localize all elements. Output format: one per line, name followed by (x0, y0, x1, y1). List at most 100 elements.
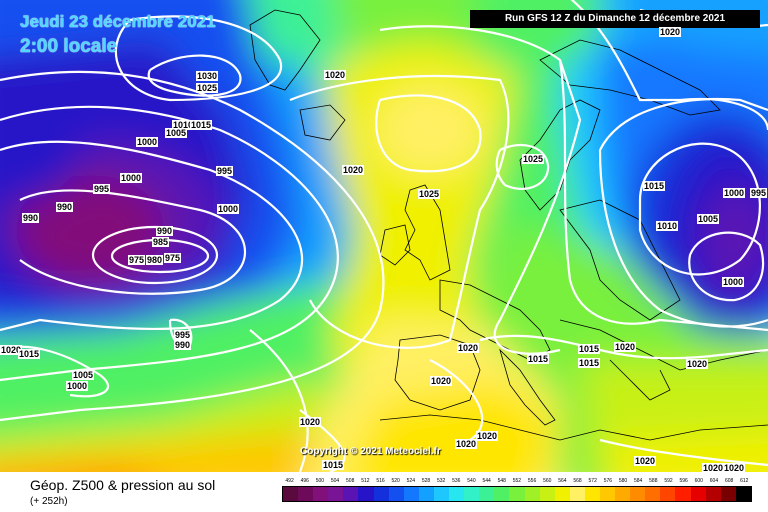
legend-swatch (599, 487, 616, 501)
legend-swatch (554, 487, 570, 501)
legend-value: 600 (694, 478, 703, 484)
isobar-label: 1015 (322, 460, 345, 470)
isobar-label: 1000 (136, 137, 159, 147)
legend-swatch (584, 487, 600, 501)
header-time: 2:00 locale (20, 36, 118, 57)
isobars (0, 0, 768, 472)
legend-value: 592 (664, 478, 673, 484)
legend-labels: 492 496 500 504 508 512 516 520 524 528 532 536 540 5… (282, 478, 752, 484)
legend-swatch (418, 487, 434, 501)
legend-value: 532 (436, 478, 446, 484)
isobar-label: 1005 (165, 128, 188, 138)
legend-value: 552 (512, 478, 522, 484)
isobar-label: 1015 (578, 358, 601, 368)
legend-swatch (690, 487, 706, 501)
legend-swatch (615, 487, 631, 501)
color-legend: 492 496 500 504 508 512 516 520 524 528 532 536 540 5… (282, 478, 752, 502)
legend-value: 612 (740, 478, 749, 484)
isobar-label: 1020 (634, 456, 657, 466)
header-date: Jeudi 23 décembre 2021 (20, 12, 216, 31)
footer-subtitle: (+ 252h) (30, 496, 68, 507)
footer-title: Géop. Z500 & pression au sol (30, 477, 216, 493)
isobar-label: 1030 (196, 71, 219, 81)
isobar-label: 995 (93, 184, 111, 194)
isobar-label: 1020 (342, 165, 365, 175)
copyright-text: Copyright © 2021 Meteociel.fr (300, 446, 441, 457)
isobar-label: 1000 (723, 188, 746, 198)
legend-value: 608 (724, 478, 734, 484)
isobar-label: 1020 (476, 431, 499, 441)
legend-value: 512 (361, 478, 370, 484)
legend-value: 588 (649, 478, 658, 484)
isobar-label: 1015 (190, 120, 213, 130)
legend-value: 492 (285, 478, 294, 484)
legend-swatch (539, 487, 555, 501)
legend-swatch (569, 487, 585, 501)
isobar-label: 1005 (697, 214, 720, 224)
weather-map: Jeudi 23 décembre 2021 2:00 locale Run G… (0, 0, 768, 472)
legend-swatch (524, 487, 540, 501)
legend-value: 576 (603, 478, 613, 484)
legend-value: 572 (588, 478, 597, 484)
isobar-label: 1000 (722, 277, 745, 287)
legend-value: 500 (315, 478, 325, 484)
legend-value: 544 (482, 478, 491, 484)
isobar-label: 1000 (120, 173, 143, 183)
isobar-label: 995 (750, 188, 768, 198)
legend-swatch (494, 487, 510, 501)
isobar-label: 1000 (217, 204, 240, 214)
legend-value: 524 (406, 478, 415, 484)
isobar-label: 1020 (0, 345, 23, 355)
isobar-label: 1020 (457, 343, 480, 353)
legend-value: 516 (376, 478, 385, 484)
legend-value: 504 (330, 478, 340, 484)
isobar-label: 1020 (686, 359, 709, 369)
isobar-label: 1020 (324, 70, 347, 80)
isobar-label: 985 (152, 237, 170, 247)
isobar-label: 1020 (430, 376, 453, 386)
legend-swatch (660, 487, 676, 501)
legend-swatch (464, 487, 480, 501)
isobar-label: 990 (22, 213, 40, 223)
isobar-label: 1005 (72, 370, 95, 380)
run-info-box: Run GFS 12 Z du Dimanche 12 décembre 202… (470, 10, 760, 28)
isobar-label: 1025 (196, 83, 219, 93)
legend-swatch (675, 487, 691, 501)
legend-value: 520 (391, 478, 400, 484)
legend-swatch (720, 487, 736, 501)
legend-value: 564 (558, 478, 567, 484)
legend-value: 508 (346, 478, 355, 484)
map-canvas (0, 0, 768, 472)
isobar-label: 1020 (299, 417, 322, 427)
legend-value: 560 (543, 478, 552, 484)
legend-value: 604 (709, 478, 719, 484)
isobar-label: 1020 (455, 439, 478, 449)
legend-swatch (313, 487, 329, 501)
isobar-label: 1000 (66, 381, 89, 391)
isobar-label: 990 (156, 226, 174, 236)
legend-swatch (433, 487, 450, 501)
legend-value: 556 (527, 478, 537, 484)
legend-value: 540 (467, 478, 476, 484)
isobar-label: 1010 (656, 221, 679, 231)
isobar-label: 995 (174, 330, 192, 340)
legend-swatch (388, 487, 404, 501)
isobar-label: 980 (146, 255, 164, 265)
legend-swatch (283, 487, 299, 501)
isobar-label: 1015 (18, 349, 41, 359)
isobar-label: 990 (56, 202, 74, 212)
footer: Géop. Z500 & pression au sol (+ 252h) 49… (0, 472, 768, 512)
legend-swatch (705, 487, 721, 501)
legend-value: 568 (573, 478, 582, 484)
isobar-label: 1015 (643, 181, 666, 191)
legend-swatch (735, 487, 751, 501)
legend-bar (282, 486, 752, 502)
isobar-label: 975 (164, 253, 182, 263)
legend-value: 536 (452, 478, 461, 484)
legend-swatch (373, 487, 389, 501)
isobar-label: 1015 (527, 354, 550, 364)
isobar-label: 995 (216, 166, 234, 176)
isobar-label: 1025 (522, 154, 545, 164)
isobar-label: 1020 (614, 342, 637, 352)
legend-swatch (479, 487, 495, 501)
